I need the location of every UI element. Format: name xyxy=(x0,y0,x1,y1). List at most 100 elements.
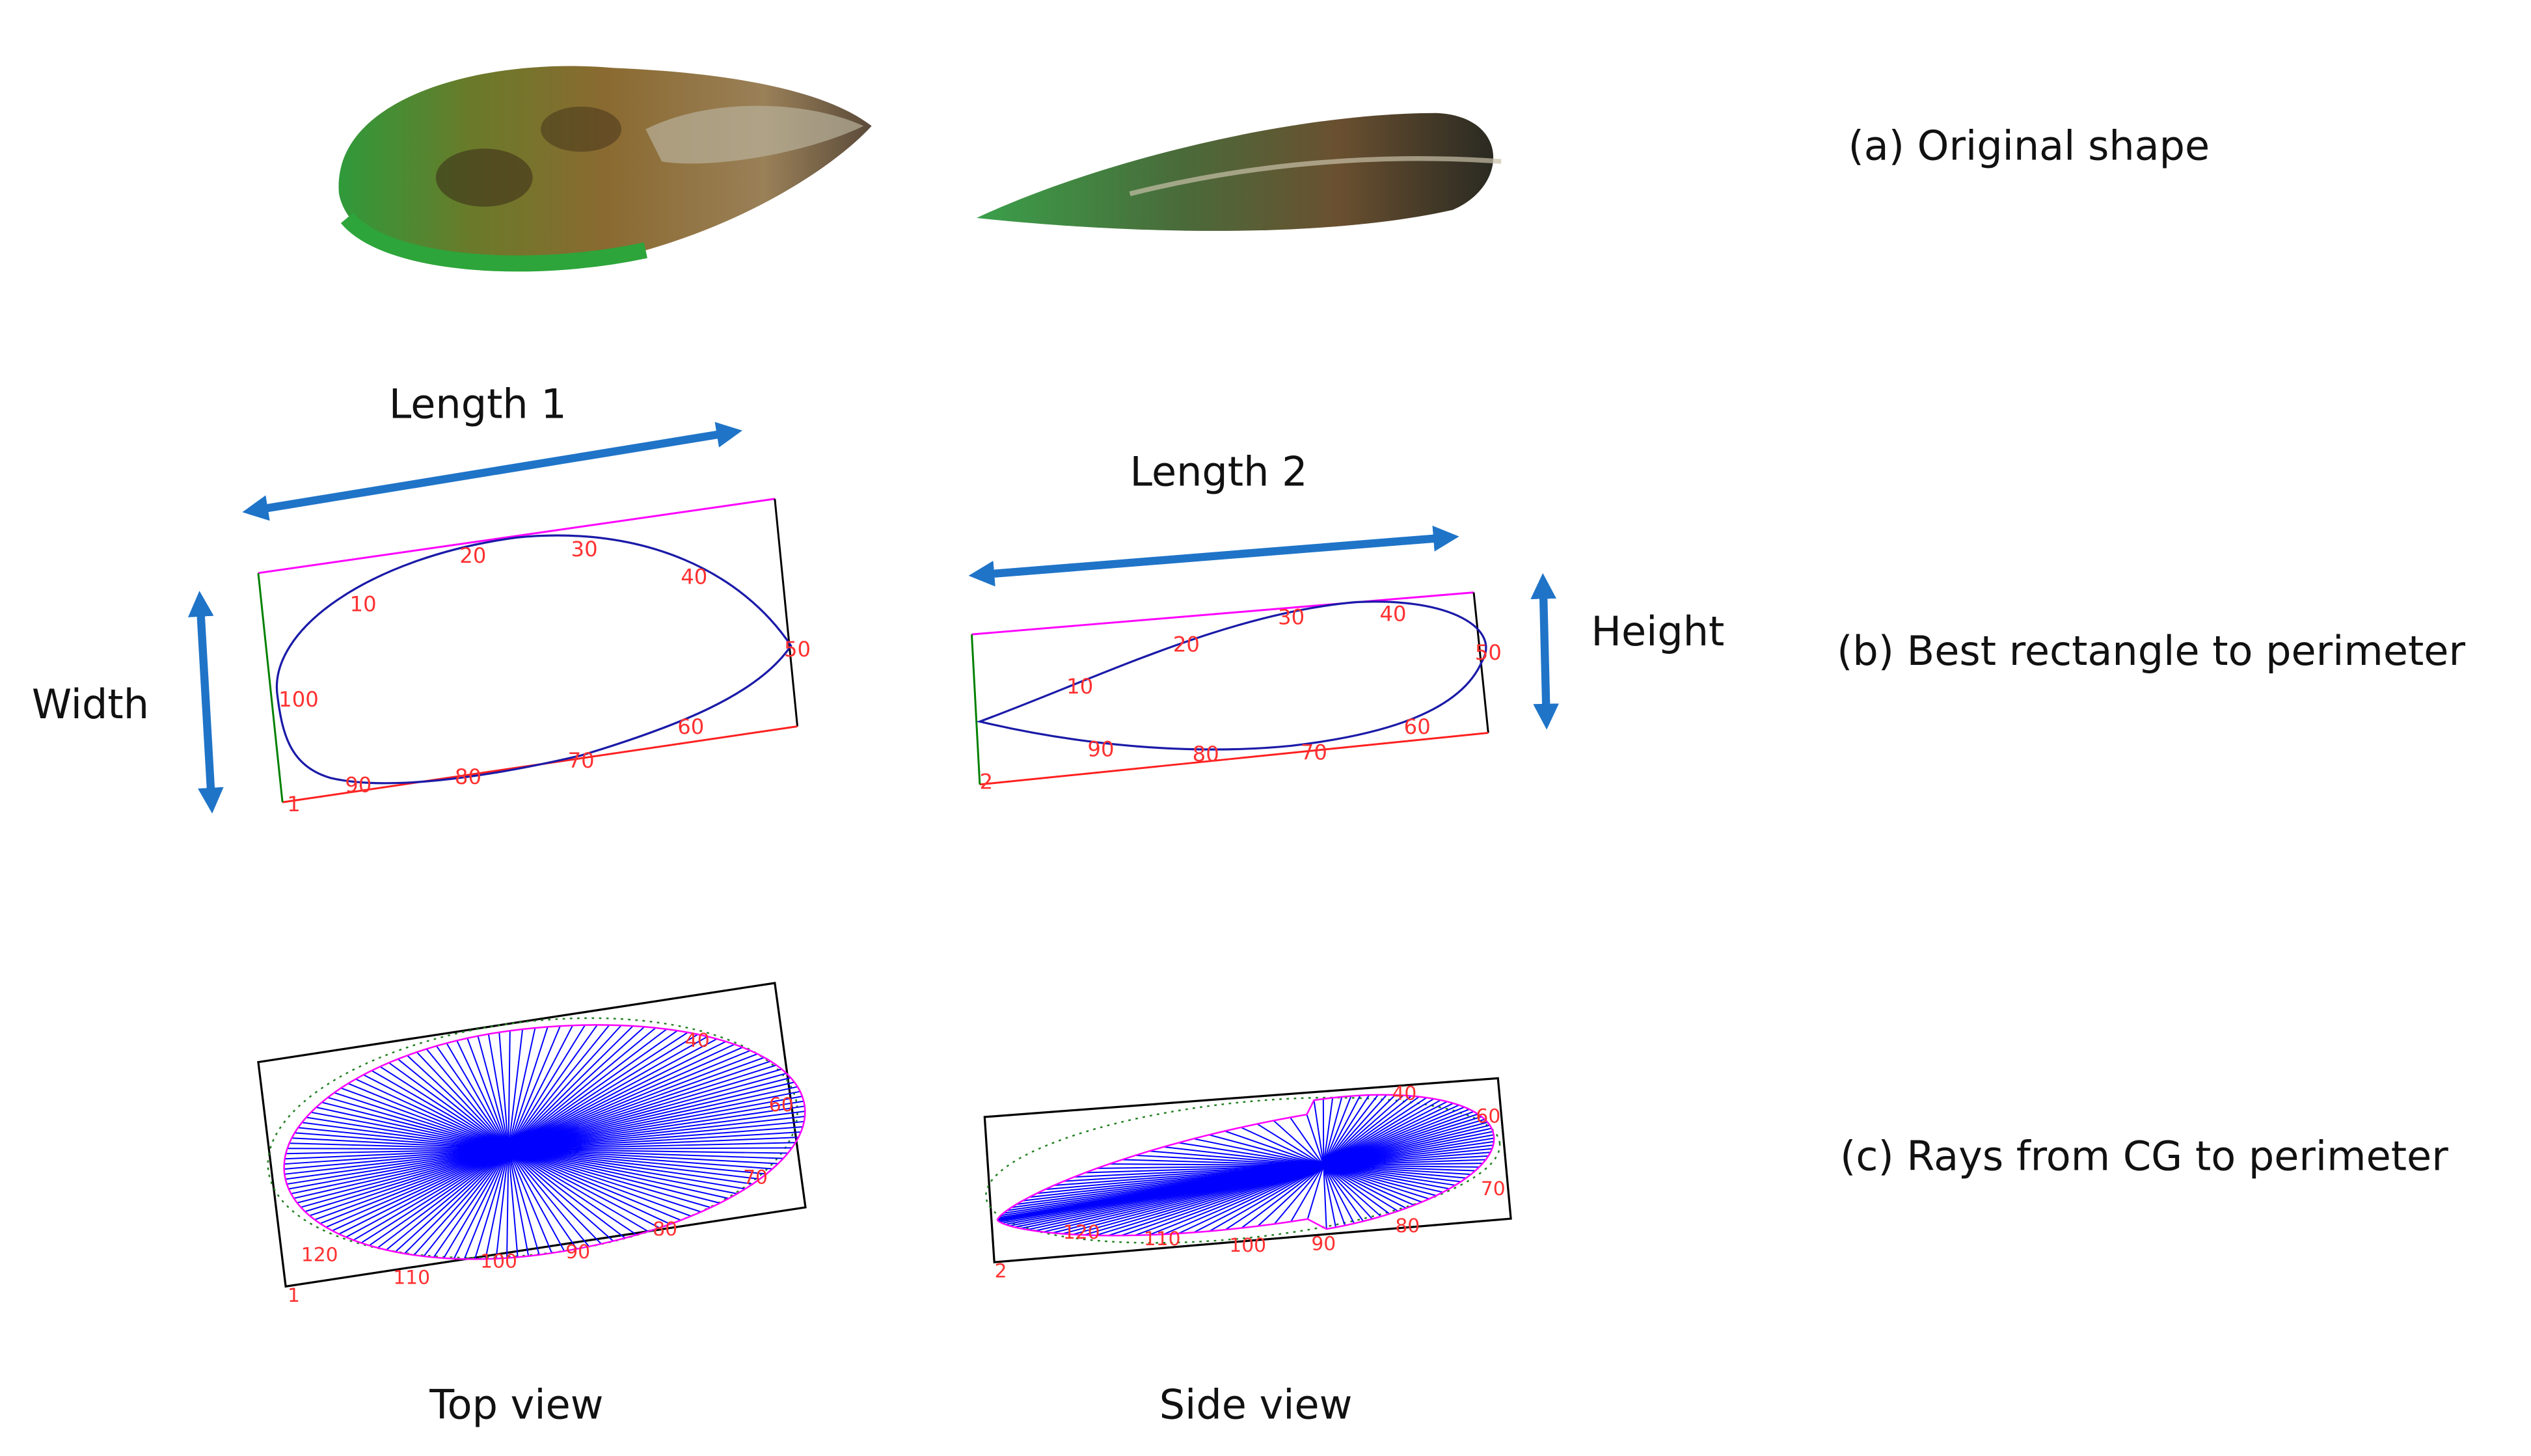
ray xyxy=(1323,1094,1379,1166)
ray xyxy=(377,1148,509,1248)
ray xyxy=(1323,1165,1471,1176)
ray xyxy=(508,1148,753,1185)
ray xyxy=(456,1040,509,1150)
ray xyxy=(347,1083,509,1150)
outline-label: 120 xyxy=(1063,1221,1100,1244)
outline-label: 30 xyxy=(1278,604,1305,629)
ray xyxy=(355,1078,509,1150)
outline-label: 1 xyxy=(287,792,301,816)
ray xyxy=(1148,1165,1324,1236)
ray xyxy=(1074,1165,1324,1178)
ray xyxy=(1225,1165,1324,1231)
ray xyxy=(1256,1123,1324,1166)
ray xyxy=(423,1148,509,1257)
ray xyxy=(1323,1165,1407,1209)
ray xyxy=(1323,1165,1414,1206)
ray xyxy=(368,1148,509,1247)
ray xyxy=(1323,1165,1461,1183)
ray xyxy=(379,1066,509,1150)
ray xyxy=(1122,1159,1324,1166)
ray xyxy=(508,1148,590,1247)
ray xyxy=(508,1148,638,1235)
ray xyxy=(487,1034,509,1150)
ray xyxy=(301,1122,509,1150)
dimension-label: Length 2 xyxy=(1130,448,1308,496)
outline-label: 110 xyxy=(1144,1228,1181,1250)
outline-label: 50 xyxy=(784,637,811,662)
outline-label: 60 xyxy=(677,714,704,739)
ray xyxy=(508,1148,692,1217)
ray xyxy=(508,1100,804,1150)
ray xyxy=(508,1115,805,1150)
ray xyxy=(1323,1098,1334,1166)
outline-label: 20 xyxy=(1173,632,1200,656)
ray xyxy=(453,1149,509,1260)
outline-label: 70 xyxy=(568,748,595,773)
outline-label: 90 xyxy=(1311,1232,1336,1255)
ray xyxy=(1323,1165,1364,1222)
ray xyxy=(305,1148,509,1213)
ray xyxy=(508,1025,634,1150)
ray xyxy=(332,1148,509,1232)
ray xyxy=(498,1032,509,1150)
outline-label: 80 xyxy=(1193,742,1219,766)
ray xyxy=(508,1044,735,1150)
ray xyxy=(321,1101,509,1150)
ray xyxy=(1225,1130,1324,1166)
ray xyxy=(508,1149,565,1252)
ray xyxy=(416,1051,509,1150)
outline-label: 70 xyxy=(743,1166,768,1189)
side-view-photo xyxy=(976,113,1502,231)
dimension-label: Length 1 xyxy=(389,380,567,427)
top-view-photo xyxy=(338,66,872,272)
ray xyxy=(1290,1117,1325,1166)
ray xyxy=(508,1024,598,1150)
ray xyxy=(1096,1165,1324,1169)
ray xyxy=(284,1148,509,1165)
top-view-rectangle xyxy=(257,498,799,803)
ray xyxy=(413,1148,509,1256)
ray xyxy=(289,1142,509,1150)
ray xyxy=(1313,1100,1325,1166)
ray xyxy=(325,1148,509,1228)
ray xyxy=(1323,1165,1443,1193)
outline-label: 2 xyxy=(995,1260,1007,1283)
ray xyxy=(1323,1165,1429,1200)
ray xyxy=(508,1025,561,1150)
ray xyxy=(404,1148,509,1254)
ray xyxy=(1323,1098,1435,1166)
ray xyxy=(508,1148,614,1242)
ray xyxy=(1323,1165,1327,1230)
ray xyxy=(467,1038,509,1150)
ray xyxy=(319,1148,509,1224)
ray xyxy=(1163,1165,1324,1235)
ray xyxy=(1323,1165,1336,1228)
outline-label: 50 xyxy=(1475,640,1502,665)
ray xyxy=(508,1149,540,1256)
ray xyxy=(297,1148,509,1204)
ray xyxy=(287,1148,509,1150)
ray xyxy=(508,1148,660,1229)
outline-label: 100 xyxy=(1229,1234,1266,1257)
ray xyxy=(1240,1127,1324,1166)
ray xyxy=(1323,1095,1361,1166)
ray xyxy=(508,1148,783,1159)
ray xyxy=(508,1026,645,1150)
ray xyxy=(1323,1165,1450,1190)
ray xyxy=(508,1068,782,1150)
ray xyxy=(394,1148,509,1252)
ray xyxy=(436,1045,509,1150)
ray xyxy=(508,1148,773,1170)
ray xyxy=(1323,1096,1343,1166)
ray xyxy=(508,1025,622,1150)
ray xyxy=(1257,1165,1324,1227)
ray xyxy=(353,1148,509,1241)
outline-label: 20 xyxy=(459,543,486,568)
ray xyxy=(1193,1165,1324,1234)
ray xyxy=(371,1070,509,1150)
ray xyxy=(508,1148,767,1175)
ray xyxy=(1323,1165,1390,1215)
ray xyxy=(508,1148,779,1165)
ray xyxy=(1323,1104,1459,1166)
ray xyxy=(508,1148,602,1245)
